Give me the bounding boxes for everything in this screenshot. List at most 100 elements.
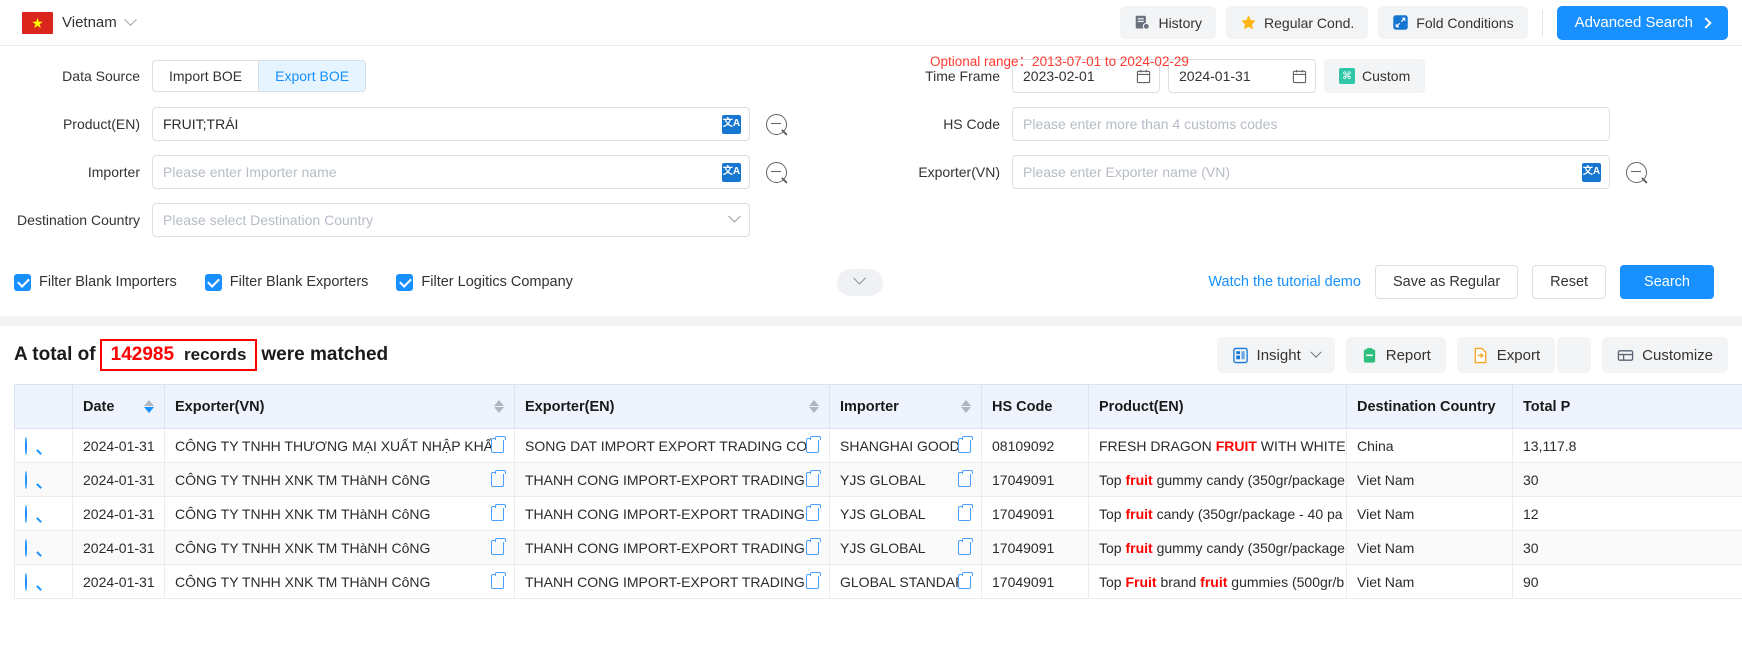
top-bar-actions: History Regular Cond. Fold Conditions Ad… xyxy=(1120,5,1728,40)
column-header-label: Destination Country xyxy=(1357,398,1496,415)
translate-icon[interactable]: 文A xyxy=(722,162,741,182)
column-header-exporter_vn[interactable]: Exporter(VN) xyxy=(164,384,515,429)
column-header-label: Date xyxy=(83,398,115,415)
sort-toggle-icon[interactable] xyxy=(494,400,504,413)
reset-button[interactable]: Reset xyxy=(1532,265,1607,299)
hs-code-placeholder: Please enter more than 4 customs codes xyxy=(1023,116,1278,132)
calendar-icon xyxy=(1136,69,1151,83)
translate-icon[interactable]: 文A xyxy=(1582,162,1601,182)
sort-toggle-icon[interactable] xyxy=(144,400,154,413)
copy-icon[interactable] xyxy=(491,435,506,453)
checkbox-checked-icon xyxy=(396,273,414,291)
search-button[interactable]: Search xyxy=(1620,265,1714,299)
fold-conditions-label: Fold Conditions xyxy=(1416,14,1514,31)
fold-conditions-button[interactable]: Fold Conditions xyxy=(1378,6,1528,39)
expand-filters-button[interactable] xyxy=(836,268,883,296)
column-header-importer[interactable]: Importer xyxy=(829,384,982,429)
insight-button[interactable]: Insight xyxy=(1216,337,1335,373)
regular-cond-button[interactable]: Regular Cond. xyxy=(1226,6,1369,39)
time-frame-start-input[interactable]: 2023-02-01 xyxy=(1012,59,1160,93)
cell-product-en: Top Fruit brand fruit gummies (500gr/b xyxy=(1088,564,1347,599)
tutorial-demo-link[interactable]: Watch the tutorial demo xyxy=(1208,274,1361,290)
save-as-regular-button[interactable]: Save as Regular xyxy=(1374,265,1519,299)
sort-toggle-icon[interactable] xyxy=(809,400,819,413)
product-en-label: Product(EN) xyxy=(62,116,140,132)
copy-icon[interactable] xyxy=(491,469,506,487)
table-row[interactable]: 2024-01-31 CÔNG TY TNHH XNK TM THàNH CôNG… xyxy=(14,564,1742,599)
exporter-vn-label: Exporter(VN) xyxy=(918,164,1000,180)
cell-text: CÔNG TY TNHH XNK TM THàNH CôNG xyxy=(175,471,431,488)
filter-blank-importers-checkbox[interactable]: Filter Blank Importers xyxy=(14,273,177,291)
cell-destination_country: Viet Nam xyxy=(1346,530,1513,565)
cell-date: 2024-01-31 xyxy=(72,496,165,531)
copy-icon[interactable] xyxy=(806,503,821,521)
table-row[interactable]: 2024-01-31 CÔNG TY TNHH XNK TM THàNH CôNG… xyxy=(14,462,1742,497)
advanced-search-button[interactable]: Advanced Search xyxy=(1556,5,1728,40)
table-row[interactable]: 2024-01-31 CÔNG TY TNHH THƯƠNG MẠI XUẤT N… xyxy=(14,428,1742,463)
copy-icon[interactable] xyxy=(806,469,821,487)
exporter-vn-input[interactable]: Please enter Exporter name (VN) 文A xyxy=(1012,155,1610,189)
row-search-icon[interactable] xyxy=(25,538,27,557)
chevron-down-icon xyxy=(1310,346,1322,358)
exporter-vn-placeholder: Please enter Exporter name (VN) xyxy=(1023,164,1230,180)
report-button[interactable]: Report xyxy=(1345,337,1446,373)
export-button[interactable]: Export xyxy=(1456,337,1556,373)
column-header-date[interactable]: Date xyxy=(72,384,165,429)
translate-icon[interactable]: 文A xyxy=(722,114,741,134)
product-en-input[interactable]: FRUIT;TRÁI 文A xyxy=(152,107,750,141)
cell-hs_code: 17049091 xyxy=(981,564,1089,599)
cell-exporter_en: THANH CONG IMPORT-EXPORT TRADING C xyxy=(514,530,830,565)
segment-import-boe[interactable]: Import BOE xyxy=(152,60,260,92)
history-button[interactable]: History xyxy=(1120,6,1217,39)
exporter-vn-zoom-out-icon[interactable] xyxy=(1626,161,1647,183)
destination-country-select[interactable]: Please select Destination Country xyxy=(152,203,750,237)
importer-input[interactable]: Please enter Importer name 文A xyxy=(152,155,750,189)
column-header-label: Exporter(VN) xyxy=(175,398,265,415)
results-suffix: were matched xyxy=(261,344,389,365)
copy-icon[interactable] xyxy=(958,537,973,555)
copy-icon[interactable] xyxy=(958,469,973,487)
table-row[interactable]: 2024-01-31 CÔNG TY TNHH XNK TM THàNH CôNG… xyxy=(14,496,1742,531)
cell-importer: YJS GLOBAL xyxy=(829,462,982,497)
row-search-icon[interactable] xyxy=(25,572,27,591)
copy-icon[interactable] xyxy=(806,571,821,589)
importer-zoom-out-icon[interactable] xyxy=(766,161,787,183)
cell-total: 30 xyxy=(1512,530,1742,565)
copy-icon[interactable] xyxy=(491,503,506,521)
sort-toggle-icon[interactable] xyxy=(961,400,971,413)
filter-blank-exporters-checkbox[interactable]: Filter Blank Exporters xyxy=(204,273,368,291)
country-selector[interactable]: ★ Vietnam xyxy=(14,11,137,34)
time-frame-end-input[interactable]: 2024-01-31 xyxy=(1168,59,1316,93)
copy-icon[interactable] xyxy=(491,537,506,555)
copy-icon[interactable] xyxy=(958,503,973,521)
copy-icon[interactable] xyxy=(958,435,973,453)
row-search-icon[interactable] xyxy=(25,470,27,489)
cell-importer: YJS GLOBAL xyxy=(829,530,982,565)
cell-hs_code: 17049091 xyxy=(981,496,1089,531)
copy-icon[interactable] xyxy=(806,435,821,453)
copy-icon[interactable] xyxy=(491,571,506,589)
regular-cond-label: Regular Cond. xyxy=(1264,14,1355,31)
cell-text: FRESH DRAGON FRUIT WITH WHITE R xyxy=(1099,437,1346,454)
export-dropdown-button[interactable] xyxy=(1557,337,1592,373)
row-search-icon[interactable] xyxy=(25,436,27,455)
copy-icon[interactable] xyxy=(806,537,821,555)
copy-icon[interactable] xyxy=(958,571,973,589)
segment-export-boe[interactable]: Export BOE xyxy=(259,60,367,92)
product-en-zoom-out-icon[interactable] xyxy=(766,113,787,135)
customize-button[interactable]: Customize xyxy=(1602,337,1728,373)
time-frame-label: Time Frame xyxy=(925,68,1000,84)
column-header-label: Total P xyxy=(1523,398,1571,415)
cell-exporter_vn: CÔNG TY TNHH THƯƠNG MẠI XUẤT NHẬP KHẨU xyxy=(164,428,515,463)
column-header-exporter_en[interactable]: Exporter(EN) xyxy=(514,384,830,429)
cell-exporter_en: THANH CONG IMPORT-EXPORT TRADING C xyxy=(514,496,830,531)
cell-text: SONG DAT IMPORT EXPORT TRADING COMP xyxy=(525,437,806,454)
data-source-segmented[interactable]: Import BOE Export BOE xyxy=(152,60,367,92)
filter-logitics-company-checkbox[interactable]: Filter Logitics Company xyxy=(396,273,573,291)
cell-destination_country: Viet Nam xyxy=(1346,564,1513,599)
custom-range-button[interactable]: ⌘ Custom xyxy=(1324,59,1426,93)
table-row[interactable]: 2024-01-31 CÔNG TY TNHH XNK TM THàNH CôNG… xyxy=(14,530,1742,565)
row-search-icon[interactable] xyxy=(25,504,27,523)
column-header-label: Exporter(EN) xyxy=(525,398,615,415)
hs-code-input[interactable]: Please enter more than 4 customs codes xyxy=(1012,107,1610,141)
